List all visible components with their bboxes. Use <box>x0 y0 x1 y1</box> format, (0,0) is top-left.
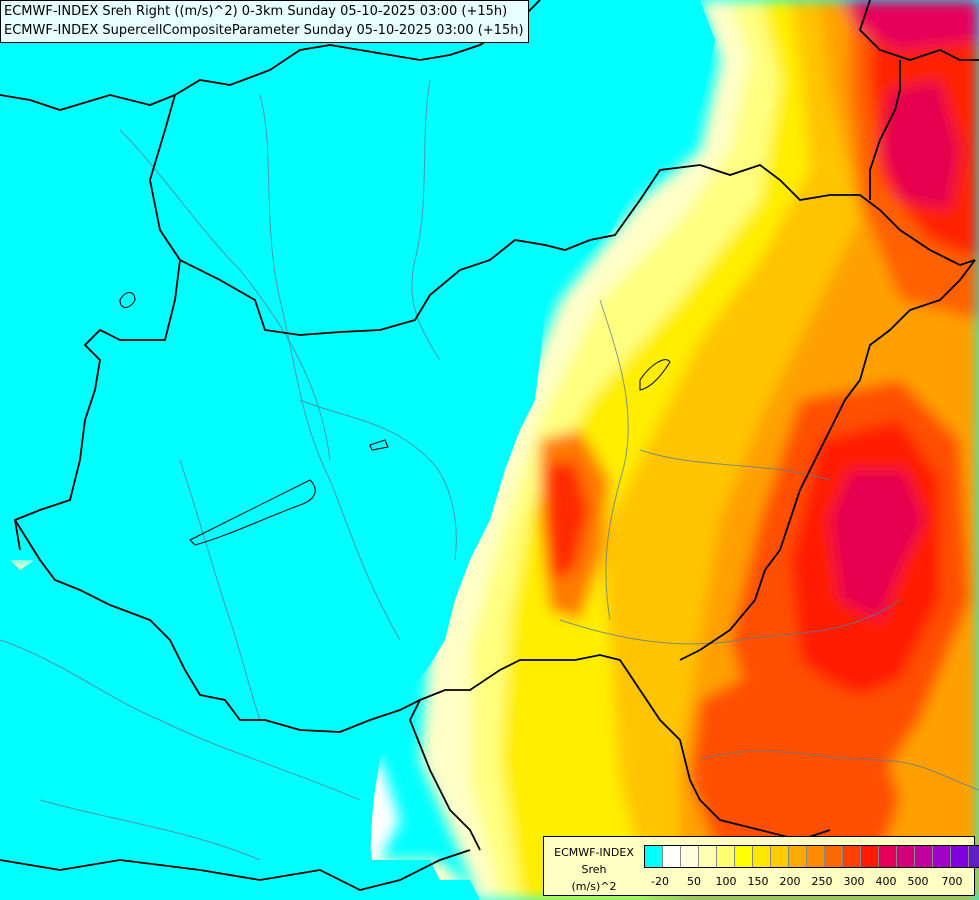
map-title-line2: ECMWF-INDEX SupercellCompositeParameter … <box>4 23 524 38</box>
legend-unit-label: (m/s)^2 <box>571 880 617 893</box>
legend-swatch <box>681 846 699 867</box>
legend-tick-label: 400 <box>875 875 897 888</box>
rivers <box>0 79 979 861</box>
legend-swatch <box>717 846 735 867</box>
legend-swatch <box>699 846 717 867</box>
legend-swatch <box>933 846 951 867</box>
legend-tick-labels: -20 50 100 150 200 250 300 400 500 700 <box>644 875 969 889</box>
legend-variable-label: Sreh <box>581 863 607 876</box>
legend-swatch <box>789 846 807 867</box>
legend-tick-label: 200 <box>779 875 801 888</box>
legend-tick-label: 100 <box>715 875 737 888</box>
legend-tick-label: 500 <box>907 875 929 888</box>
legend-swatch <box>915 846 933 867</box>
legend-swatch <box>825 846 843 867</box>
legend-tick-label: 150 <box>747 875 769 888</box>
legend-swatch <box>735 846 753 867</box>
legend-swatch <box>645 846 663 867</box>
legend-swatch <box>879 846 897 867</box>
legend-tick-label: -20 <box>651 875 669 888</box>
legend-swatch <box>843 846 861 867</box>
color-legend: ECMWF-INDEX Sreh (m/s)^2 -20 50 100 150 200 2… <box>543 836 979 896</box>
legend-tick-label: 50 <box>687 875 701 888</box>
legend-swatch <box>861 846 879 867</box>
lakes <box>119 292 671 546</box>
legend-swatch <box>951 846 969 867</box>
legend-model-label: ECMWF-INDEX <box>554 846 634 859</box>
map-title-line1: ECMWF-INDEX Sreh Right ((m/s)^2) 0-3km S… <box>4 4 508 19</box>
legend-swatch <box>897 846 915 867</box>
cyan-low-region <box>0 0 715 900</box>
legend-swatch <box>753 846 771 867</box>
map-title-box: ECMWF-INDEX Sreh Right ((m/s)^2) 0-3km S… <box>0 0 529 43</box>
legend-color-scale <box>644 845 979 868</box>
legend-tick-label: 700 <box>941 875 963 888</box>
legend-tick-label: 300 <box>843 875 865 888</box>
legend-swatch <box>771 846 789 867</box>
legend-swatch <box>663 846 681 867</box>
cyan-southwest-notch <box>330 640 430 760</box>
legend-swatch <box>969 846 979 867</box>
legend-swatch <box>807 846 825 867</box>
legend-tick-label: 250 <box>811 875 833 888</box>
